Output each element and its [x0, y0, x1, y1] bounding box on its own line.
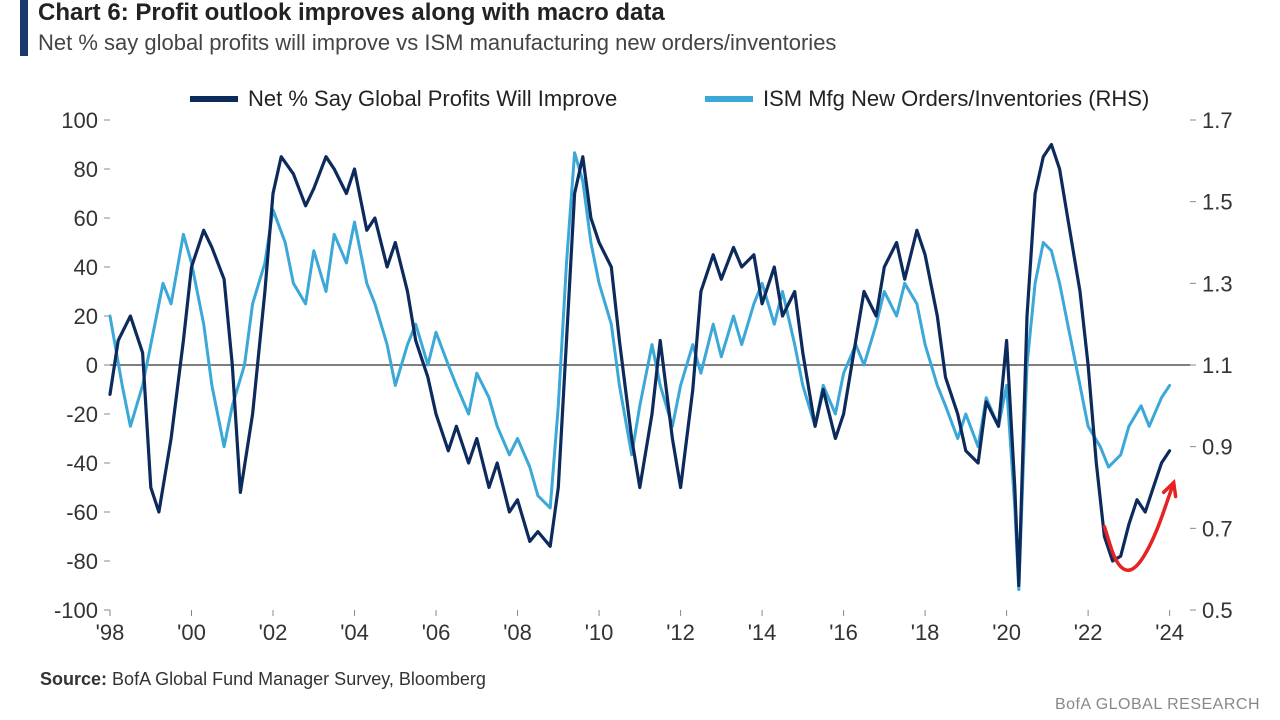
x-tick-label: '16: [829, 620, 858, 645]
y-left-tick-label: 80: [74, 157, 98, 182]
y-left-tick-label: 100: [61, 108, 98, 133]
source-line: Source: BofA Global Fund Manager Survey,…: [40, 669, 486, 690]
source-label: Source:: [40, 669, 107, 689]
x-tick-label: '12: [666, 620, 695, 645]
x-tick-label: '14: [748, 620, 777, 645]
x-tick-label: '18: [911, 620, 940, 645]
legend-swatch-2: [705, 96, 753, 102]
x-tick-label: '20: [992, 620, 1021, 645]
legend-label-2: ISM Mfg New Orders/Inventories (RHS): [763, 86, 1149, 111]
y-right-tick-label: 0.5: [1202, 598, 1233, 623]
annotation-arrow: [1104, 483, 1173, 571]
y-left-tick-label: -100: [54, 598, 98, 623]
source-text: BofA Global Fund Manager Survey, Bloombe…: [112, 669, 486, 689]
y-right-tick-label: 1.3: [1202, 271, 1233, 296]
x-tick-label: '02: [259, 620, 288, 645]
x-tick-label: '04: [340, 620, 369, 645]
brand-label: BofA GLOBAL RESEARCH: [1055, 696, 1260, 714]
x-tick-label: '22: [1074, 620, 1103, 645]
y-right-tick-label: 0.7: [1202, 516, 1233, 541]
y-left-tick-label: 20: [74, 304, 98, 329]
y-left-tick-label: -80: [66, 549, 98, 574]
y-right-tick-label: 0.9: [1202, 435, 1233, 460]
x-tick-label: '10: [585, 620, 614, 645]
x-tick-label: '06: [422, 620, 451, 645]
x-tick-label: '00: [177, 620, 206, 645]
y-left-tick-label: 40: [74, 255, 98, 280]
legend-label-1: Net % Say Global Profits Will Improve: [248, 86, 617, 111]
y-left-tick-label: 0: [86, 353, 98, 378]
x-tick-label: '98: [96, 620, 125, 645]
chart-area: -100 -80 -60 -40 -20 0 20 40 60 80 100 0.5 0.7 0.9 1.1…: [20, 80, 1260, 660]
x-tick-label: '24: [1155, 620, 1184, 645]
legend-swatch-1: [190, 96, 238, 102]
y-left-tick-label: -60: [66, 500, 98, 525]
y-left-tick-label: 60: [74, 206, 98, 231]
y-left-tick-label: -20: [66, 402, 98, 427]
y-right-tick-label: 1.7: [1202, 108, 1233, 133]
y-left-tick-label: -40: [66, 451, 98, 476]
y-right-tick-label: 1.5: [1202, 190, 1233, 215]
chart-title: Chart 6: Profit outlook improves along w…: [38, 0, 1260, 26]
chart-header: Chart 6: Profit outlook improves along w…: [20, 0, 1260, 56]
x-tick-label: '08: [503, 620, 532, 645]
chart-subtitle: Net % say global profits will improve vs…: [38, 30, 1260, 56]
accent-bar: [20, 0, 28, 56]
y-right-tick-label: 1.1: [1202, 353, 1233, 378]
line-chart-svg: -100 -80 -60 -40 -20 0 20 40 60 80 100 0.5 0.7 0.9 1.1…: [20, 80, 1260, 660]
series-ism: [110, 153, 1170, 590]
